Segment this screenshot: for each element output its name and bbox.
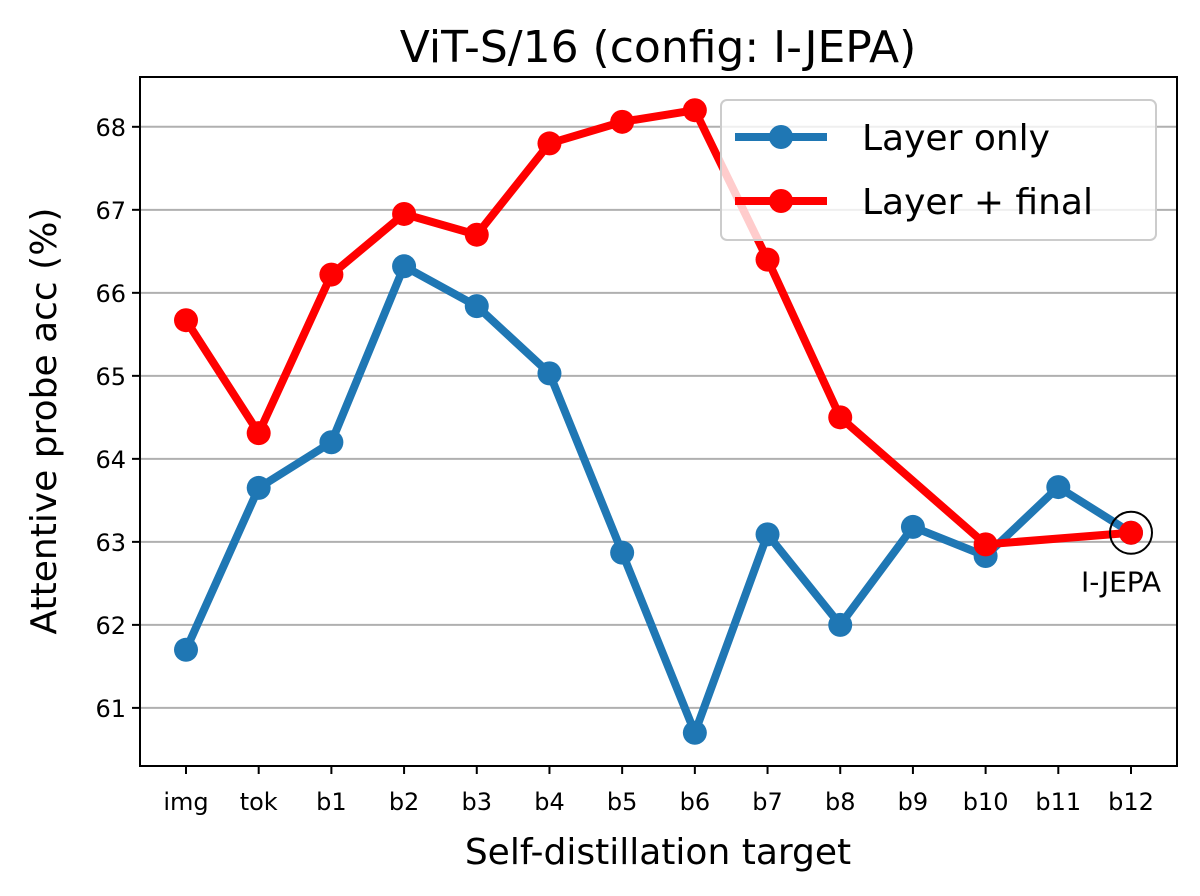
y-tick-label: 65 <box>95 363 126 391</box>
data-point-1-b2 <box>392 201 417 226</box>
series-line-0 <box>182 262 1135 737</box>
x-tick-label: b7 <box>752 788 783 816</box>
y-tick-label: 62 <box>95 612 126 640</box>
legend: Layer only Layer + final <box>720 99 1157 241</box>
data-point-0-b6 <box>682 720 707 745</box>
x-tick-label: b2 <box>389 788 420 816</box>
data-point-1-b7 <box>755 247 780 272</box>
annotation-circle <box>1109 510 1153 555</box>
data-point-0-b4 <box>537 361 562 386</box>
data-point-1-img <box>174 308 198 333</box>
x-tick-label: b6 <box>680 788 711 816</box>
y-tick-label: 68 <box>95 114 126 142</box>
y-tick-label: 66 <box>95 280 126 308</box>
data-point-1-b1 <box>319 262 344 287</box>
y-axis-label: Attentive probe acc (%) <box>24 208 65 635</box>
x-tick-label: b5 <box>607 788 638 816</box>
data-point-1-tok <box>246 421 271 446</box>
x-tick-label: b10 <box>963 788 1009 816</box>
x-tick-label: b9 <box>898 788 929 816</box>
y-tick-label: 64 <box>95 446 126 474</box>
data-point-0-b2 <box>392 254 417 279</box>
legend-label-1: Layer + final <box>862 182 1093 223</box>
x-axis-ticks: img tok b1 b2 b3 b4 b5 b6 b7 b8 b9 b10 b11 b12 <box>163 766 1154 816</box>
data-point-1-b8 <box>828 405 853 430</box>
data-point-0-b5 <box>610 540 635 565</box>
x-tick-label: b1 <box>316 788 347 816</box>
y-axis-ticks: 61 62 63 64 65 66 67 68 <box>95 114 140 723</box>
data-point-0-img <box>174 637 198 662</box>
legend-marker-1 <box>769 189 793 213</box>
x-tick-label: img <box>163 788 208 816</box>
data-point-0-b8 <box>828 612 853 637</box>
data-point-0-b7 <box>755 522 780 547</box>
legend-box <box>720 99 1157 241</box>
data-point-1-b5 <box>610 109 635 134</box>
x-tick-label: b4 <box>534 788 565 816</box>
x-tick-label: b11 <box>1035 788 1081 816</box>
annotation-group: I-JEPA <box>1081 510 1161 599</box>
data-point-0-b11 <box>1046 475 1071 500</box>
chart-title: ViT-S/16 (config: I-JEPA) <box>400 22 916 73</box>
data-point-0-b3 <box>464 294 489 319</box>
legend-label-0: Layer only <box>862 118 1050 159</box>
legend-marker-0 <box>769 125 793 149</box>
plot-frame <box>139 76 1178 767</box>
data-point-0-b1 <box>319 430 344 455</box>
series-lines <box>182 106 1135 737</box>
x-tick-label: b12 <box>1108 788 1154 816</box>
series-points <box>174 98 1143 745</box>
data-point-1-b3 <box>464 222 489 247</box>
y-tick-label: 67 <box>95 197 126 225</box>
series-line-1 <box>182 106 1135 549</box>
data-point-1-b12 <box>1119 520 1143 545</box>
data-point-1-b4 <box>537 131 562 156</box>
x-tick-label: tok <box>240 788 278 816</box>
data-point-0-b9 <box>900 514 925 539</box>
annotation-label: I-JEPA <box>1081 566 1161 599</box>
x-tick-label: b3 <box>462 788 493 816</box>
data-point-1-b10 <box>973 532 998 557</box>
data-point-1-b6 <box>682 98 707 123</box>
x-tick-label: b8 <box>825 788 856 816</box>
x-axis-label: Self-distillation target <box>465 832 851 873</box>
y-tick-label: 63 <box>95 529 126 557</box>
grid-lines <box>140 125 1177 709</box>
data-point-0-tok <box>246 475 271 500</box>
y-tick-label: 61 <box>95 695 126 723</box>
